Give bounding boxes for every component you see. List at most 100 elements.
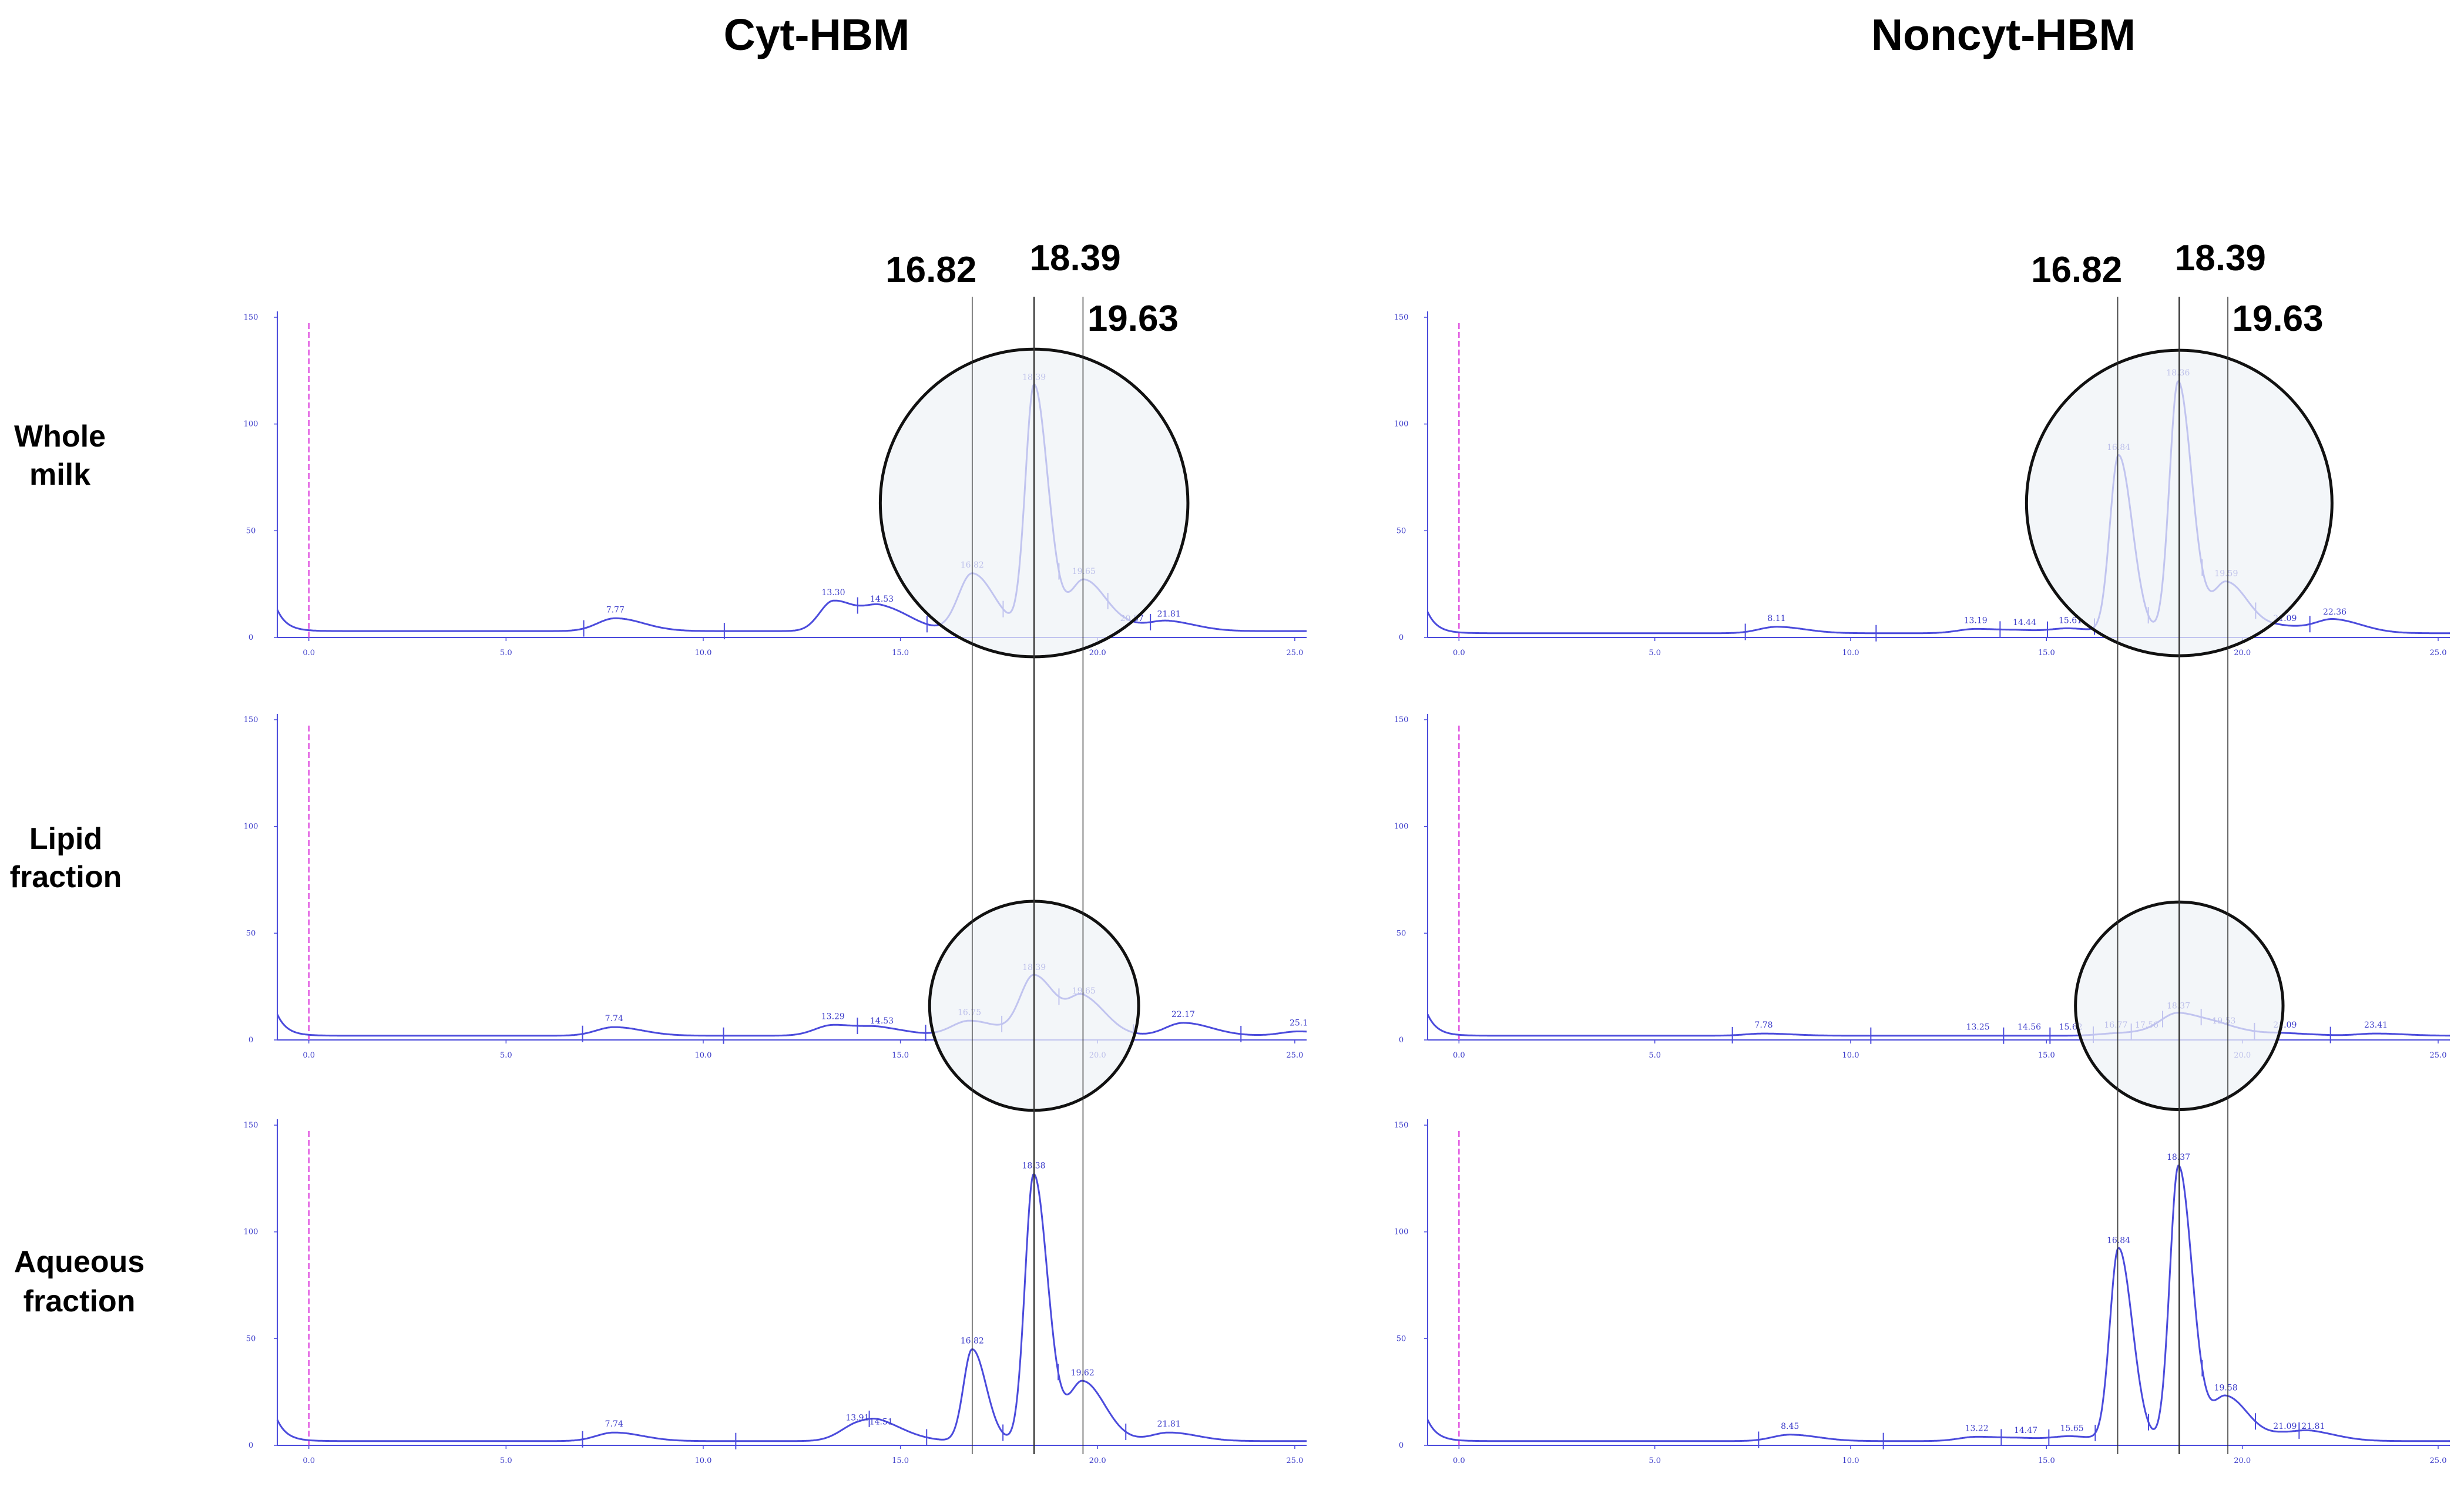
x-tick-label: 10.0 (694, 649, 711, 657)
peak-label: 21.09 (2273, 1422, 2297, 1431)
peak-label: 14.53 (870, 595, 894, 604)
chromatogram-trace (276, 383, 1307, 632)
peak-label: 16.84 (2107, 1236, 2130, 1246)
y-tick-label: 150 (244, 716, 259, 724)
y-tick-label: 0 (249, 1036, 253, 1045)
row-label-lipid-fraction-line2: fraction (10, 860, 122, 894)
peak-label: 21.81 (1157, 1419, 1181, 1429)
peak-label: 7.74 (605, 1419, 623, 1429)
y-tick-label: 0 (1399, 1441, 1404, 1450)
y-tick-label: 0 (1399, 1036, 1404, 1045)
row-label-whole-milk-line1: Whole (14, 420, 106, 454)
y-tick-label: 150 (1394, 716, 1409, 724)
y-tick-label: 100 (1394, 823, 1409, 831)
y-tick-label: 50 (246, 526, 256, 535)
x-tick-label: 20.0 (2234, 649, 2251, 657)
x-tick-label: 25.0 (2430, 1457, 2447, 1465)
peak-label: 15.61 (2059, 616, 2082, 625)
x-tick-label: 0.0 (1453, 1457, 1465, 1465)
y-tick-label: 100 (1394, 420, 1409, 429)
chromatogram-panel-2: 0 50 100 150 0.0 5.0 10.0 15.0 20.0 25.0 7.74 13.91… (244, 1119, 1307, 1465)
y-tick-label: 100 (1394, 1228, 1409, 1237)
x-tick-label: 5.0 (1649, 1457, 1661, 1465)
peak-label: 21.81 (1157, 610, 1181, 619)
reference-lines-layer: 16.82 18.39 19.63 16.82 18.39 19.63 (885, 238, 2324, 1454)
x-tick-label: 15.0 (2038, 1051, 2055, 1060)
x-tick-label: 5.0 (1649, 1051, 1661, 1060)
x-tick-label: 5.0 (500, 1457, 512, 1465)
row-label-whole-milk-line2: milk (29, 458, 90, 492)
x-tick-label: 15.0 (892, 1051, 909, 1060)
x-tick-label: 25.0 (2430, 649, 2447, 657)
column-title-noncyt-hbm: Noncyt-HBM (1871, 10, 2136, 59)
peak-label: 14.51 (870, 1418, 893, 1427)
peak-label: 25.1 (1290, 1018, 1308, 1028)
x-tick-label: 10.0 (1842, 1457, 1859, 1465)
x-tick-label: 5.0 (1649, 649, 1661, 657)
peak-label: 8.45 (1781, 1422, 1799, 1431)
reference-label-18.39: 18.39 (2175, 238, 2266, 278)
y-tick-label: 150 (1394, 1121, 1409, 1130)
y-tick-label: 150 (244, 313, 259, 322)
peak-label: 8.11 (1767, 614, 1785, 623)
peak-label: 22.36 (2323, 608, 2346, 617)
peak-label: 23.41 (2364, 1021, 2388, 1030)
y-tick-label: 100 (244, 1228, 259, 1237)
peak-label: 14.53 (870, 1016, 894, 1026)
y-tick-label: 50 (1397, 1334, 1406, 1343)
y-tick-label: 150 (244, 1121, 259, 1130)
row-label-lipid-fraction-line1: Lipid (29, 822, 102, 856)
y-tick-label: 50 (1397, 929, 1406, 938)
peak-label: 14.56 (2017, 1023, 2041, 1032)
column-title-cyt-hbm: Cyt-HBM (724, 10, 910, 59)
reference-label-16.82: 16.82 (885, 250, 976, 290)
peak-label: 14.47 (2014, 1426, 2037, 1435)
peak-label: 15.65 (2060, 1424, 2084, 1433)
x-tick-label: 5.0 (500, 1051, 512, 1060)
x-tick-label: 20.0 (1089, 649, 1106, 657)
y-tick-label: 100 (244, 420, 259, 429)
x-tick-label: 0.0 (303, 1051, 315, 1060)
y-tick-label: 50 (1397, 526, 1406, 535)
x-tick-label: 20.0 (2234, 1457, 2251, 1465)
peak-label: 7.77 (606, 605, 625, 615)
chromatogram-panel-5: 0 50 100 150 0.0 5.0 10.0 15.0 20.0 25.0 8.45 13.22… (1394, 1119, 2450, 1465)
peak-label: 13.29 (821, 1012, 845, 1022)
x-tick-label: 0.0 (1453, 1051, 1465, 1060)
peak-label: 7.78 (1754, 1021, 1773, 1030)
x-tick-label: 0.0 (303, 649, 315, 657)
x-tick-label: 15.0 (892, 649, 909, 657)
x-tick-label: 25.0 (1286, 1051, 1303, 1060)
peak-label: 22.17 (1171, 1010, 1195, 1019)
x-tick-label: 25.0 (1286, 649, 1303, 657)
peak-label: 13.22 (1965, 1424, 1989, 1433)
reference-label-19.63: 19.63 (2232, 298, 2323, 339)
y-tick-label: 0 (1399, 633, 1404, 642)
y-tick-label: 100 (244, 823, 259, 831)
y-tick-label: 0 (249, 1441, 253, 1450)
peak-label: 13.30 (821, 588, 845, 598)
chromatogram-trace (1426, 380, 2450, 635)
x-tick-label: 10.0 (1842, 649, 1859, 657)
chromatogram-trace (1426, 1165, 2450, 1442)
reference-label-19.63: 19.63 (1087, 298, 1179, 339)
peak-label: 19.58 (2214, 1383, 2238, 1392)
reference-label-16.82: 16.82 (2031, 250, 2122, 290)
row-label-aqueous-fraction-line2: fraction (24, 1284, 136, 1318)
y-tick-label: 0 (249, 633, 253, 642)
x-tick-label: 5.0 (500, 649, 512, 657)
x-tick-label: 10.0 (1842, 1051, 1859, 1060)
peak-label: 21.81 (2301, 1422, 2325, 1431)
peak-label: 13.25 (1966, 1023, 1990, 1032)
x-tick-label: 25.0 (2430, 1051, 2447, 1060)
peak-label: 13.91 (845, 1413, 869, 1422)
x-tick-label: 0.0 (1453, 649, 1465, 657)
x-tick-label: 0.0 (303, 1457, 315, 1465)
peak-label: 14.44 (2013, 618, 2036, 627)
x-tick-label: 20.0 (1089, 1457, 1106, 1465)
x-tick-label: 10.0 (694, 1457, 711, 1465)
x-tick-label: 15.0 (2038, 649, 2055, 657)
peak-label: 13.19 (1964, 616, 1988, 625)
